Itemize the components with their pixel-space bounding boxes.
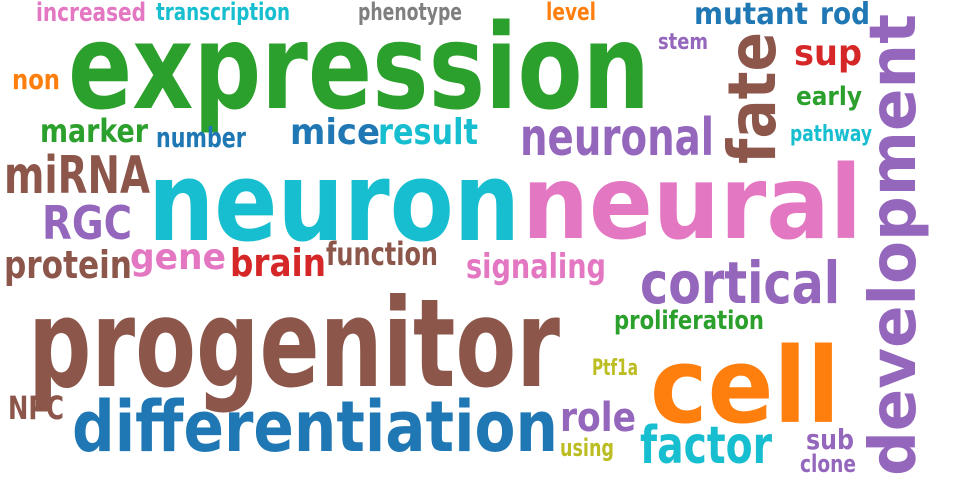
word-npc: NPC <box>8 389 64 427</box>
word-mirna: miRNA <box>4 146 150 206</box>
word-mice: mice <box>290 112 380 153</box>
word-protein: protein <box>4 243 132 287</box>
word-non: non <box>12 63 60 96</box>
word-role: role <box>560 395 636 441</box>
word-neuronal: neuronal <box>520 108 714 168</box>
word-neuron: neuron <box>148 138 520 266</box>
word-factor: factor <box>640 416 772 476</box>
word-fate: fate <box>714 32 791 165</box>
word-number: number <box>156 121 246 154</box>
word-neural: neural <box>522 144 862 263</box>
word-function: function <box>326 235 438 273</box>
word-clone: clone <box>800 450 856 478</box>
word-brain: brain <box>230 241 326 285</box>
word-development: development <box>857 13 931 476</box>
word-stem: stem <box>658 30 708 55</box>
word-cell: cell <box>650 325 840 447</box>
word-expression: expression <box>68 0 650 136</box>
word-sup: sup <box>794 33 862 74</box>
word-rgc: RGC <box>42 196 132 250</box>
word-transcription: transcription <box>156 0 290 26</box>
word-mutant: mutant <box>694 0 808 32</box>
word-early: early <box>796 82 862 112</box>
word-sub: sub <box>806 423 854 456</box>
word-level: level <box>546 0 596 26</box>
word-proliferation: proliferation <box>614 306 764 336</box>
word-ptf1a: Ptf1a <box>592 356 638 381</box>
word-rod: rod <box>820 0 870 32</box>
word-differentiation: differentiation <box>72 386 558 468</box>
word-pathway: pathway <box>790 122 872 147</box>
word-signaling: signaling <box>466 247 606 287</box>
word-cortical: cortical <box>640 249 840 317</box>
word-using: using <box>560 434 614 462</box>
word-progenitor: progenitor <box>28 273 560 415</box>
word-increased: increased <box>36 0 146 28</box>
word-result: result <box>378 112 478 153</box>
word-phenotype: phenotype <box>358 0 462 26</box>
word-gene: gene <box>130 237 226 278</box>
word-marker: marker <box>40 112 148 150</box>
